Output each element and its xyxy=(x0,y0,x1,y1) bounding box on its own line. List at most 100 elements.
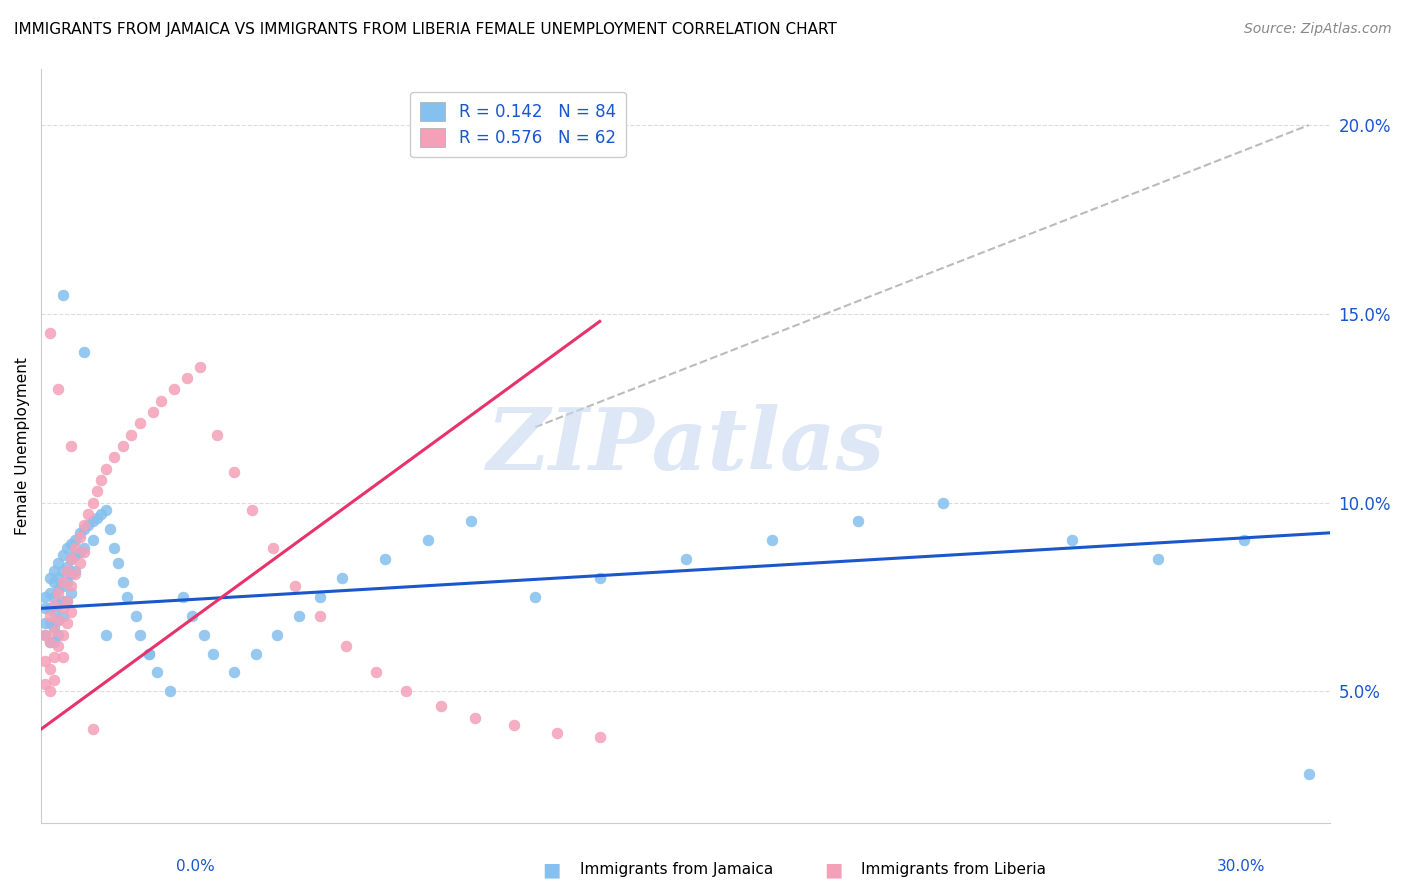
Point xyxy=(262,541,284,555)
Point xyxy=(65,564,87,578)
Point xyxy=(180,608,202,623)
Point xyxy=(395,684,418,698)
Point xyxy=(42,673,65,687)
Point xyxy=(86,510,108,524)
Point xyxy=(77,507,100,521)
Point xyxy=(42,598,65,612)
Point xyxy=(38,635,60,649)
Point xyxy=(111,574,134,589)
Point xyxy=(46,582,69,597)
Point xyxy=(65,567,87,582)
Point xyxy=(56,594,79,608)
Point xyxy=(46,598,69,612)
Point xyxy=(52,549,75,563)
Point xyxy=(38,571,60,585)
Point xyxy=(429,699,451,714)
Point xyxy=(309,608,332,623)
Point xyxy=(73,344,96,359)
Point xyxy=(69,556,91,570)
Point xyxy=(163,383,186,397)
Text: 0.0%: 0.0% xyxy=(176,859,215,874)
Point xyxy=(52,601,75,615)
Point xyxy=(46,383,69,397)
Point xyxy=(159,684,181,698)
Point xyxy=(94,503,117,517)
Point xyxy=(34,601,56,615)
Point xyxy=(761,533,783,548)
Y-axis label: Female Unemployment: Female Unemployment xyxy=(15,357,30,535)
Point xyxy=(34,654,56,668)
Point xyxy=(46,586,69,600)
Point xyxy=(56,574,79,589)
Point xyxy=(38,616,60,631)
Point xyxy=(103,541,125,555)
Point xyxy=(60,552,83,566)
Point xyxy=(224,466,246,480)
Point xyxy=(34,628,56,642)
Point xyxy=(460,515,482,529)
Point xyxy=(94,628,117,642)
Text: 30.0%: 30.0% xyxy=(1218,859,1265,874)
Point xyxy=(60,552,83,566)
Point xyxy=(129,417,152,431)
Point xyxy=(46,556,69,570)
Point xyxy=(38,662,60,676)
Point xyxy=(103,450,125,465)
Text: IMMIGRANTS FROM JAMAICA VS IMMIGRANTS FROM LIBERIA FEMALE UNEMPLOYMENT CORRELATI: IMMIGRANTS FROM JAMAICA VS IMMIGRANTS FR… xyxy=(14,22,837,37)
Point xyxy=(42,620,65,634)
Point xyxy=(52,574,75,589)
Point xyxy=(73,544,96,558)
Point xyxy=(309,590,332,604)
Point xyxy=(60,537,83,551)
Point xyxy=(176,371,198,385)
Point xyxy=(675,552,697,566)
Point xyxy=(129,628,152,642)
Point xyxy=(56,541,79,555)
Point xyxy=(138,647,160,661)
Point xyxy=(42,574,65,589)
Point xyxy=(335,639,357,653)
Point xyxy=(82,722,104,736)
Point xyxy=(1147,552,1170,566)
Point xyxy=(82,533,104,548)
Point xyxy=(60,605,83,619)
Point xyxy=(69,544,91,558)
Point xyxy=(52,628,75,642)
Point xyxy=(60,579,83,593)
Point xyxy=(124,608,146,623)
Text: Immigrants from Liberia: Immigrants from Liberia xyxy=(860,863,1046,877)
Point xyxy=(46,628,69,642)
Point xyxy=(38,608,60,623)
Point xyxy=(73,518,96,533)
Point xyxy=(330,571,353,585)
Point xyxy=(42,650,65,665)
Point xyxy=(65,549,87,563)
Point xyxy=(34,677,56,691)
Point xyxy=(366,665,388,680)
Point xyxy=(46,639,69,653)
Point xyxy=(82,495,104,509)
Point xyxy=(46,613,69,627)
Point xyxy=(464,711,486,725)
Point xyxy=(502,718,524,732)
Point xyxy=(86,484,108,499)
Point xyxy=(932,495,955,509)
Point xyxy=(60,439,83,453)
Text: Immigrants from Jamaica: Immigrants from Jamaica xyxy=(581,863,773,877)
Point xyxy=(546,726,568,740)
Text: Source: ZipAtlas.com: Source: ZipAtlas.com xyxy=(1244,22,1392,37)
Point xyxy=(56,564,79,578)
Point xyxy=(284,579,307,593)
Point xyxy=(34,616,56,631)
Point xyxy=(207,427,229,442)
Point xyxy=(65,541,87,555)
Point xyxy=(65,533,87,548)
Point xyxy=(589,571,612,585)
Point xyxy=(374,552,396,566)
Point xyxy=(56,559,79,574)
Point xyxy=(42,590,65,604)
Point xyxy=(69,525,91,540)
Point xyxy=(38,635,60,649)
Point xyxy=(1233,533,1256,548)
Point xyxy=(524,590,547,604)
